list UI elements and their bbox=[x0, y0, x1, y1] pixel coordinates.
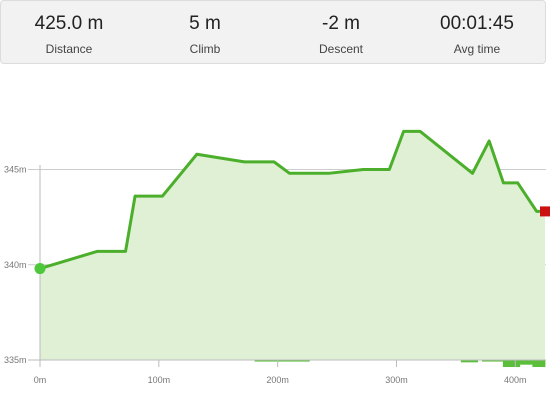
slope-bar bbox=[292, 360, 298, 362]
x-tick-label: 0m bbox=[34, 375, 47, 385]
slope-bar bbox=[296, 360, 302, 362]
slope-bar bbox=[305, 360, 310, 362]
slope-bar bbox=[300, 360, 306, 362]
slope-bar bbox=[469, 360, 474, 363]
slope-bar bbox=[494, 360, 500, 362]
slope-bar bbox=[536, 360, 542, 368]
climb-label: Climb bbox=[189, 42, 221, 56]
elevation-chart[interactable]: 335m 340m 345m 0m 100m 200m 300m 400m bbox=[0, 70, 556, 402]
slope-bar bbox=[490, 360, 495, 362]
slope-bar bbox=[507, 360, 512, 368]
slope-bar bbox=[511, 360, 516, 368]
stat-avg-time: 00:01:45 Avg time bbox=[409, 1, 545, 63]
slope-bar bbox=[473, 360, 479, 363]
stat-climb: 5 m Climb bbox=[137, 1, 273, 63]
descent-value: -2 m bbox=[322, 13, 360, 34]
elevation-line bbox=[39, 129, 545, 270]
slope-bar bbox=[465, 360, 470, 363]
slope-bar bbox=[498, 360, 504, 362]
distance-value: 425.0 m bbox=[34, 13, 104, 34]
slope-bar bbox=[258, 360, 264, 362]
slope-bar bbox=[284, 360, 289, 362]
elevation-area-layer bbox=[39, 129, 545, 360]
end-marker bbox=[540, 206, 550, 217]
y-tick-label: 345m bbox=[4, 165, 27, 175]
marker-layer bbox=[34, 206, 550, 275]
distance-label: Distance bbox=[45, 42, 93, 56]
slope-bar bbox=[279, 360, 285, 362]
y-tick-label: 335m bbox=[4, 355, 27, 365]
slope-bar bbox=[502, 360, 508, 368]
stat-distance: 425.0 m Distance bbox=[1, 1, 137, 63]
slope-bar bbox=[528, 360, 533, 365]
stat-descent: -2 m Descent bbox=[273, 1, 409, 63]
climb-value: 5 m bbox=[189, 13, 221, 34]
slope-bar bbox=[481, 360, 487, 362]
slope-bar bbox=[460, 360, 466, 363]
stats-bar: 425.0 m Distance 5 m Climb -2 m Descent … bbox=[0, 0, 546, 64]
start-marker bbox=[34, 263, 46, 275]
slope-bar bbox=[254, 360, 260, 362]
y-tick-label: 340m bbox=[4, 260, 27, 270]
elevation-fill bbox=[40, 131, 545, 360]
slope-bar bbox=[540, 360, 546, 368]
slope-bar bbox=[515, 360, 521, 368]
slope-bar bbox=[267, 360, 272, 362]
x-tick-label: 300m bbox=[385, 375, 408, 385]
slope-bar bbox=[288, 360, 293, 362]
x-tick-label: 400m bbox=[504, 375, 527, 385]
slope-bar bbox=[486, 360, 491, 362]
avg-time-value: 00:01:45 bbox=[440, 13, 514, 34]
slope-bar bbox=[263, 360, 268, 362]
axis-layer: 335m 340m 345m 0m 100m 200m 300m 400m bbox=[4, 165, 546, 385]
x-tick-label: 100m bbox=[148, 375, 171, 385]
slope-bar bbox=[271, 360, 277, 362]
slope-bar bbox=[532, 360, 537, 368]
descent-label: Descent bbox=[318, 42, 364, 56]
avg-time-label: Avg time bbox=[453, 42, 501, 56]
slope-bar bbox=[519, 360, 525, 365]
x-tick-label: 200m bbox=[266, 375, 289, 385]
slope-bar bbox=[523, 360, 529, 365]
